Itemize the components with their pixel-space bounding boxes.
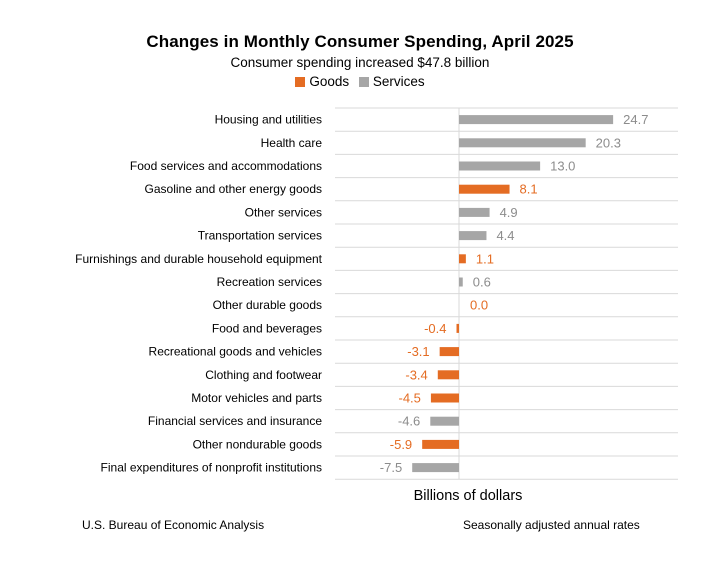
source-note: U.S. Bureau of Economic Analysis — [82, 518, 265, 532]
legend-swatch-services — [358, 77, 369, 87]
category-label: Financial services and insurance — [148, 414, 322, 428]
bar-services — [412, 463, 459, 473]
category-label: Other nondurable goods — [193, 437, 322, 451]
category-label: Gasoline and other energy goods — [145, 182, 322, 196]
legend: Goods Services — [0, 74, 720, 89]
legend-label-services: Services — [372, 74, 425, 89]
category-label: Recreation services — [217, 275, 322, 289]
category-label: Final expenditures of nonprofit institut… — [101, 461, 322, 475]
category-label: Housing and utilities — [215, 113, 322, 127]
category-label: Other services — [245, 205, 322, 219]
chart-title: Changes in Monthly Consumer Spending, Ap… — [146, 32, 574, 51]
category-label: Food services and accommodations — [130, 159, 322, 173]
bar-goods — [459, 254, 466, 264]
bar-services — [459, 161, 541, 171]
category-label: Other durable goods — [213, 298, 322, 312]
bar-services — [459, 138, 586, 148]
data-label: 4.4 — [496, 228, 514, 243]
bar-goods — [439, 347, 459, 357]
data-label: -5.9 — [390, 437, 412, 452]
data-label: 13.0 — [550, 159, 575, 174]
category-label: Recreational goods and vehicles — [149, 345, 322, 359]
bar-services — [459, 207, 490, 217]
data-label: 0.0 — [470, 298, 488, 313]
bar-services — [459, 277, 463, 287]
legend-label-goods: Goods — [309, 74, 350, 89]
legend-swatch-goods — [295, 77, 306, 87]
data-label: 1.1 — [476, 251, 494, 266]
category-label: Food and beverages — [212, 321, 322, 335]
category-label: Motor vehicles and parts — [191, 391, 322, 405]
rate-note: Seasonally adjusted annual rates — [463, 518, 640, 532]
bar-goods — [430, 393, 459, 403]
bar-goods — [422, 439, 459, 449]
data-label: -4.5 — [399, 391, 421, 406]
bar-services — [430, 416, 459, 426]
bar-goods — [459, 184, 510, 194]
data-label: -0.4 — [424, 321, 446, 336]
bar-goods — [437, 370, 459, 380]
data-label: 24.7 — [623, 112, 648, 127]
data-label: 4.9 — [500, 205, 518, 220]
data-label: 20.3 — [596, 135, 621, 150]
category-label: Furnishings and durable household equipm… — [75, 252, 323, 266]
category-label: Clothing and footwear — [205, 368, 322, 382]
legend-item-services: Services — [358, 74, 425, 89]
data-label: 8.1 — [520, 182, 538, 197]
category-label: Transportation services — [198, 229, 322, 243]
bar-services — [459, 231, 487, 241]
legend-item-goods: Goods — [295, 74, 349, 89]
gridlines — [335, 107, 678, 480]
data-label: -7.5 — [380, 460, 402, 475]
bar-services — [459, 115, 614, 125]
bar-goods — [456, 323, 459, 333]
data-label: -4.6 — [398, 414, 420, 429]
category-label: Health care — [261, 136, 323, 150]
x-axis-title: Billions of dollars — [413, 488, 523, 504]
data-label: -3.4 — [405, 367, 427, 382]
chart-subtitle: Consumer spending increased $47.8 billio… — [230, 55, 490, 70]
data-label: -3.1 — [407, 344, 429, 359]
data-label: 0.6 — [473, 275, 491, 290]
